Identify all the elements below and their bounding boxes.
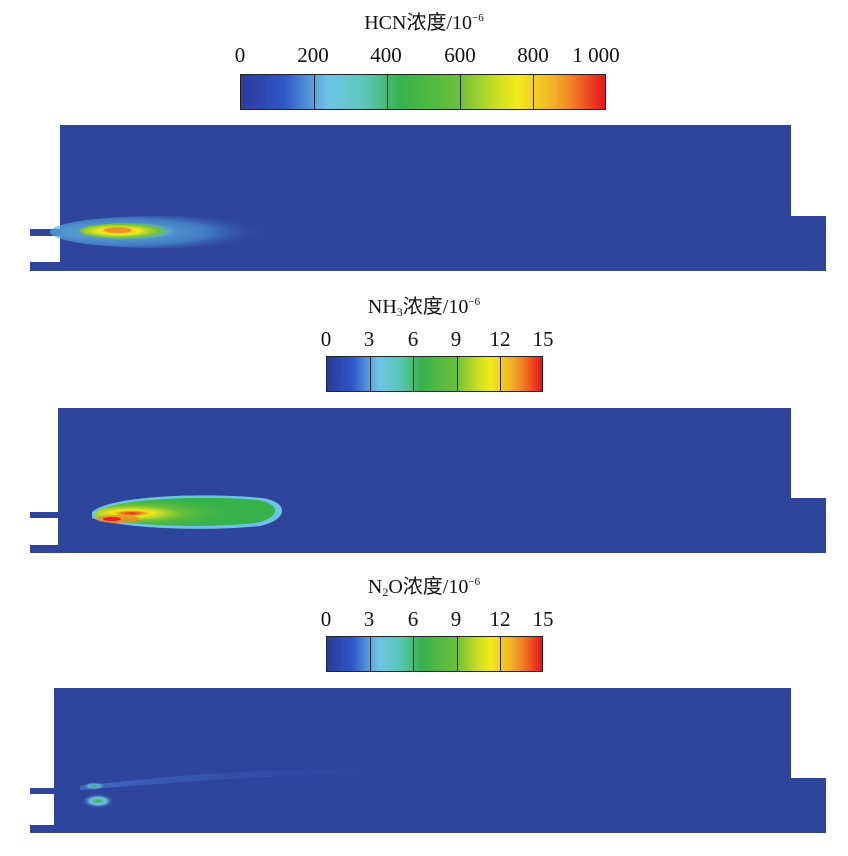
nh3-concentration-field	[30, 408, 826, 553]
nh3-panel: NH3浓度/10−6 0 3 6 9 12 15	[0, 280, 848, 560]
nh3-tick-label: 15	[532, 327, 554, 351]
nh3-colorbar-ticks: 0 3 6 9 12 15	[321, 326, 554, 352]
n2o-tick-label: 15	[532, 607, 554, 631]
n2o-furnace-domain	[30, 688, 826, 833]
hcn-colorbar	[240, 74, 606, 110]
n2o-tick-label: 9	[450, 607, 462, 631]
hcn-tick-label: 800	[517, 43, 549, 67]
n2o-concentration-field	[30, 688, 826, 833]
hcn-tick-label: 200	[297, 43, 329, 67]
nh3-tick-label: 3	[363, 327, 375, 351]
hcn-furnace-domain	[30, 125, 826, 271]
n2o-colorbar-title: N2O浓度/10−6	[367, 576, 481, 599]
nh3-tick-label: 6	[407, 327, 419, 351]
nh3-colorbar-title: NH3浓度/10−6	[367, 296, 481, 319]
n2o-colorbar	[326, 636, 543, 672]
n2o-tick-label: 0	[320, 607, 332, 631]
nh3-tick-label: 9	[450, 327, 462, 351]
hcn-panel: HCN浓度/10−6 0 200 400 600 800 1 000	[0, 0, 848, 280]
nh3-tick-label: 12	[489, 327, 511, 351]
hcn-tick-label: 1 000	[572, 43, 620, 67]
nh3-colorbar	[326, 356, 543, 392]
hcn-tick-label: 0	[234, 43, 246, 67]
nh3-tick-label: 0	[320, 327, 332, 351]
n2o-panel: N2O浓度/10−6 0 3 6 9 12 15	[0, 560, 848, 856]
hcn-tick-label: 600	[444, 43, 476, 67]
n2o-tick-label: 6	[407, 607, 419, 631]
hcn-colorbar-ticks: 0 200 400 600 800 1 000	[235, 42, 620, 68]
n2o-colorbar-ticks: 0 3 6 9 12 15	[321, 606, 554, 632]
hcn-concentration-field	[30, 125, 826, 271]
n2o-tick-label: 12	[489, 607, 511, 631]
hcn-colorbar-title: HCN浓度/10−6	[364, 12, 484, 34]
nh3-furnace-domain	[30, 408, 826, 553]
n2o-tick-label: 3	[363, 607, 375, 631]
hcn-tick-label: 400	[370, 43, 402, 67]
